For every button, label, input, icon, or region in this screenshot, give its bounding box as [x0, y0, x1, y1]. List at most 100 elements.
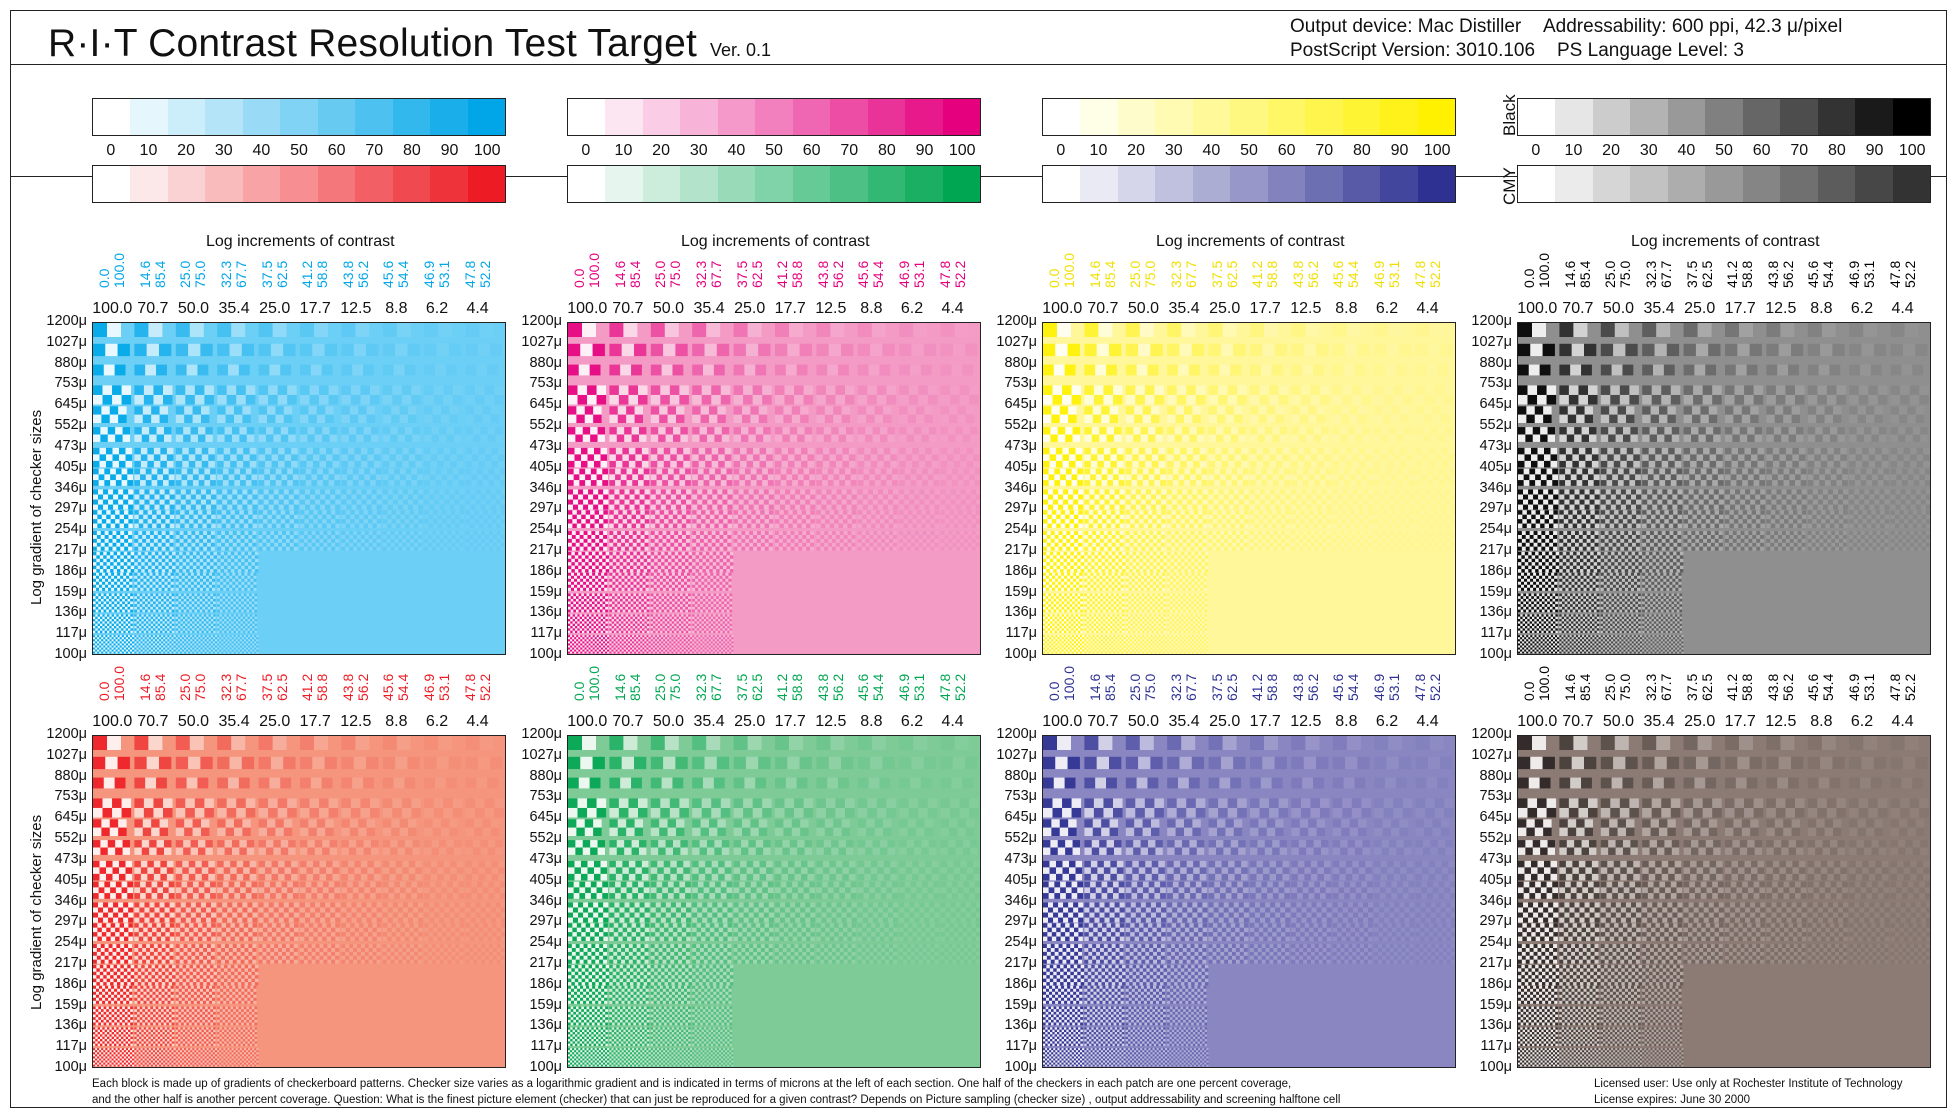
checker-cell: [152, 572, 156, 576]
checker-cell: [314, 323, 328, 337]
checker-cell: [273, 434, 281, 442]
checker-cell: [424, 510, 429, 515]
checker-cell: [253, 578, 257, 582]
checker-cell: [171, 641, 174, 644]
checker-cell: [141, 616, 144, 619]
red-scale-step: [355, 166, 393, 202]
checker-cell: [221, 641, 224, 644]
checker-cell: [103, 504, 109, 510]
checker-cell: [580, 587, 584, 591]
checker-cell: [394, 535, 399, 539]
checker-cell: [305, 468, 312, 475]
checker-cell: [128, 531, 132, 535]
checker-cell: [110, 551, 114, 556]
checker-cell: [142, 538, 147, 543]
checker-cell: [137, 581, 141, 585]
checker-cell: [568, 494, 573, 500]
checker-cell: [573, 601, 576, 605]
checker-cell: [96, 555, 100, 559]
checker-cell: [203, 542, 207, 547]
checker-cell: [469, 535, 474, 539]
checker-cell: [183, 601, 187, 605]
checker-cell: [252, 623, 255, 626]
checker-cell: [244, 551, 248, 556]
checker-cell: [424, 364, 435, 376]
checker-cell: [574, 565, 579, 570]
checker-cell: [585, 523, 591, 528]
checker-cell: [233, 641, 236, 644]
checker-cell: [203, 535, 207, 539]
checker-cell: [177, 637, 180, 640]
checker-cell: [208, 635, 211, 638]
checker-cell: [568, 596, 571, 599]
checker-cell: [447, 542, 452, 547]
checker-cell: [289, 519, 294, 524]
checker-cell: [203, 572, 206, 576]
checker-cell: [106, 447, 113, 455]
checker-cell: [118, 630, 121, 633]
checker-cell: [258, 531, 263, 535]
checker-cell: [120, 535, 125, 539]
checker-cell: [589, 572, 593, 576]
checker-cell: [445, 364, 457, 376]
checker-cell: [145, 598, 148, 602]
checker-cell: [123, 562, 128, 566]
checker-cell: [192, 621, 195, 624]
checker-cell: [278, 447, 285, 455]
checker-cell: [93, 578, 96, 582]
checker-cell: [143, 587, 147, 591]
checker-cell: [151, 562, 155, 566]
checker-cell: [357, 538, 361, 543]
checker-cell: [103, 494, 109, 500]
contrast-pair-low: 41.2: [299, 261, 315, 288]
checker-cell: [313, 447, 320, 455]
checker-cell: [408, 504, 413, 510]
checker-cell: [604, 581, 608, 585]
checker-cell: [208, 651, 211, 654]
checker-cell: [266, 427, 274, 435]
checker-cell: [244, 572, 248, 576]
checker-cell: [107, 626, 110, 629]
checker-cell: [105, 641, 108, 644]
checker-cell: [102, 575, 106, 579]
checker-cell: [586, 572, 590, 576]
checker-cell: [175, 474, 182, 481]
checker-cell: [206, 641, 209, 644]
checker-cell: [95, 641, 98, 644]
checker-cell: [210, 609, 213, 613]
checker-cell: [150, 614, 154, 617]
checker-cell: [157, 630, 161, 633]
checker-cell: [249, 623, 253, 626]
checker-cell: [458, 468, 465, 475]
checker-cell: [323, 546, 328, 551]
checker-cell: [159, 504, 165, 510]
checker-cell: [206, 523, 212, 528]
checker-cell: [153, 460, 161, 468]
checker-cell: [485, 535, 489, 539]
checker-cell: [108, 581, 112, 585]
checker-cell: [411, 395, 421, 405]
checker-cell: [596, 385, 607, 395]
scale-tick-label: 60: [803, 142, 821, 160]
checker-cell: [134, 434, 142, 442]
checker-cell: [345, 510, 351, 515]
checker-cell: [167, 575, 171, 579]
checker-cell: [251, 480, 258, 486]
checker-cell: [150, 626, 154, 629]
checker-cell: [459, 489, 465, 495]
checker-cell: [138, 649, 141, 652]
checker-cell: [108, 584, 112, 588]
checker-cell: [160, 616, 163, 619]
checker-cell: [161, 649, 164, 652]
checker-cell: [492, 531, 497, 535]
checker-cell: [203, 546, 207, 551]
checker-cell: [130, 641, 133, 644]
checker-cell: [234, 519, 240, 524]
checker-cell: [405, 510, 410, 515]
checker-cell: [142, 596, 146, 599]
checker-cell: [197, 364, 209, 376]
checker-cell: [235, 581, 239, 585]
checker-cell: [592, 551, 596, 556]
checker-cell: [202, 641, 205, 644]
checker-cell: [159, 649, 162, 652]
